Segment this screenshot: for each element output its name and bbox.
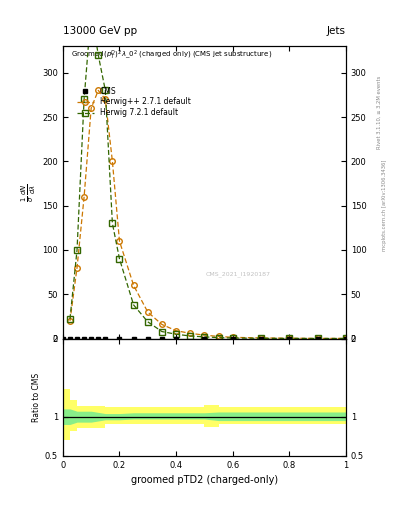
Herwig 7.2.1 default <box>131 302 136 308</box>
Herwig 7.2.1 default <box>75 247 79 253</box>
CMS <box>103 335 108 342</box>
CMS <box>259 335 263 342</box>
Herwig++ 2.7.1 default <box>259 335 263 341</box>
CMS <box>160 335 164 342</box>
Herwig 7.2.1 default <box>96 52 101 58</box>
Herwig 7.2.1 default <box>259 335 263 342</box>
Herwig++ 2.7.1 default <box>230 334 235 340</box>
Herwig 7.2.1 default <box>287 335 292 342</box>
Herwig 7.2.1 default <box>103 88 108 94</box>
Herwig 7.2.1 default <box>202 334 207 340</box>
CMS <box>202 335 207 342</box>
Herwig++ 2.7.1 default <box>82 194 86 200</box>
Herwig 7.2.1 default <box>315 335 320 342</box>
Y-axis label: Ratio to CMS: Ratio to CMS <box>32 373 41 422</box>
CMS <box>230 335 235 342</box>
Herwig++ 2.7.1 default <box>216 333 221 339</box>
Herwig 7.2.1 default <box>216 334 221 340</box>
Herwig 7.2.1 default <box>89 8 94 14</box>
CMS <box>315 335 320 342</box>
Herwig 7.2.1 default <box>160 329 164 335</box>
Herwig++ 2.7.1 default <box>315 335 320 342</box>
CMS <box>117 335 122 342</box>
CMS <box>343 335 348 342</box>
Herwig++ 2.7.1 default <box>103 96 108 102</box>
Herwig++ 2.7.1 default <box>117 238 122 244</box>
Herwig++ 2.7.1 default <box>75 265 79 271</box>
Herwig 7.2.1 default <box>174 331 178 337</box>
Herwig 7.2.1 default <box>188 333 193 339</box>
Herwig++ 2.7.1 default <box>160 322 164 328</box>
Text: mcplots.cern.ch [arXiv:1306.3436]: mcplots.cern.ch [arXiv:1306.3436] <box>382 159 387 250</box>
Herwig 7.2.1 default <box>343 335 348 342</box>
Herwig 7.2.1 default <box>68 316 72 322</box>
Text: 13000 GeV pp: 13000 GeV pp <box>63 26 137 36</box>
CMS <box>61 335 65 342</box>
Y-axis label: $\frac{1}{\sigma}\,\frac{dN}{d\lambda}$: $\frac{1}{\sigma}\,\frac{dN}{d\lambda}$ <box>20 183 38 202</box>
CMS <box>89 335 94 342</box>
Herwig++ 2.7.1 default <box>89 105 94 111</box>
Herwig 7.2.1 default <box>145 319 150 325</box>
Herwig 7.2.1 default <box>82 96 86 102</box>
Herwig 7.2.1 default <box>110 220 115 226</box>
CMS <box>68 335 72 342</box>
Herwig++ 2.7.1 default <box>343 335 348 342</box>
Herwig++ 2.7.1 default <box>174 328 178 334</box>
Herwig 7.2.1 default <box>117 256 122 262</box>
Line: CMS: CMS <box>61 336 348 340</box>
Text: CMS_2021_I1920187: CMS_2021_I1920187 <box>206 271 271 277</box>
Herwig++ 2.7.1 default <box>96 88 101 94</box>
Herwig++ 2.7.1 default <box>131 283 136 289</box>
Herwig++ 2.7.1 default <box>68 318 72 324</box>
CMS <box>287 335 292 342</box>
CMS <box>96 335 101 342</box>
Text: Groomed$(p_T^D)^2\lambda\_0^2$ (charged only) (CMS jet substructure): Groomed$(p_T^D)^2\lambda\_0^2$ (charged … <box>72 49 273 62</box>
Line: Herwig 7.2.1 default: Herwig 7.2.1 default <box>67 8 349 342</box>
CMS <box>75 335 79 342</box>
Text: Rivet 3.1.10, ≥ 3.2M events: Rivet 3.1.10, ≥ 3.2M events <box>377 76 382 150</box>
Text: Jets: Jets <box>327 26 346 36</box>
CMS <box>145 335 150 342</box>
Herwig++ 2.7.1 default <box>110 158 115 164</box>
CMS <box>82 335 86 342</box>
CMS <box>131 335 136 342</box>
Herwig++ 2.7.1 default <box>188 330 193 336</box>
Herwig 7.2.1 default <box>230 335 235 341</box>
CMS <box>174 335 178 342</box>
Herwig++ 2.7.1 default <box>287 335 292 342</box>
Line: Herwig++ 2.7.1 default: Herwig++ 2.7.1 default <box>67 88 349 341</box>
Herwig++ 2.7.1 default <box>202 332 207 338</box>
Legend: CMS, Herwig++ 2.7.1 default, Herwig 7.2.1 default: CMS, Herwig++ 2.7.1 default, Herwig 7.2.… <box>75 85 192 119</box>
Herwig++ 2.7.1 default <box>145 309 150 315</box>
X-axis label: groomed pTD2 (charged-only): groomed pTD2 (charged-only) <box>131 475 278 485</box>
